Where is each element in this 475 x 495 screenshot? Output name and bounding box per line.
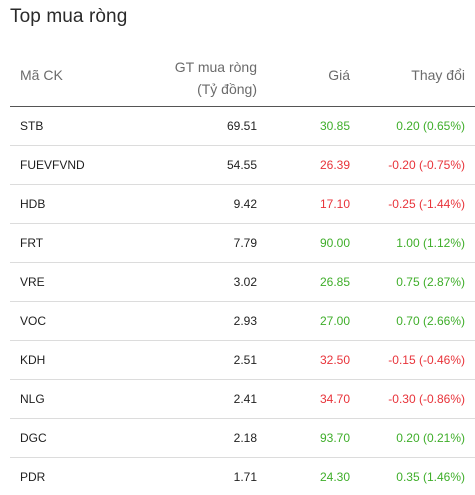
table-row[interactable]: KDH 2.51 32.50 -0.15 (-0.46%) bbox=[10, 341, 475, 380]
price-value: 32.50 bbox=[319, 353, 350, 367]
column-header-change[interactable]: Thay đổi bbox=[411, 67, 465, 83]
column-header-net-buy-value-unit: (Tỷ đồng) bbox=[197, 81, 257, 97]
price-value: 34.70 bbox=[319, 392, 350, 406]
table-row[interactable]: NLG 2.41 34.70 -0.30 (-0.86%) bbox=[10, 380, 475, 419]
price-value: 30.85 bbox=[319, 119, 350, 133]
net-buy-value: 7.79 bbox=[233, 236, 257, 250]
net-buy-value: 69.51 bbox=[226, 119, 257, 133]
price-value: 24.30 bbox=[319, 470, 350, 484]
table-row[interactable]: VRE 3.02 26.85 0.75 (2.87%) bbox=[10, 263, 475, 302]
change-value: 0.20 (0.65%) bbox=[396, 119, 465, 133]
column-header-net-buy-value[interactable]: GT mua ròng (Tỷ đồng) bbox=[175, 56, 257, 100]
column-header-price[interactable]: Giá bbox=[328, 67, 350, 83]
price-value: 27.00 bbox=[319, 314, 350, 328]
change-value: -0.30 (-0.86%) bbox=[388, 392, 465, 406]
net-buy-value: 54.55 bbox=[226, 158, 257, 172]
table-row[interactable]: PDR 1.71 24.30 0.35 (1.46%) bbox=[10, 458, 475, 495]
change-value: -0.25 (-1.44%) bbox=[388, 197, 465, 211]
change-value: 0.75 (2.87%) bbox=[396, 275, 465, 289]
stock-symbol[interactable]: PDR bbox=[20, 470, 46, 484]
stock-symbol[interactable]: FUEVFVND bbox=[20, 158, 85, 172]
net-buy-value: 2.93 bbox=[233, 314, 257, 328]
stock-symbol[interactable]: FRT bbox=[20, 236, 44, 250]
stock-symbol[interactable]: HDB bbox=[20, 197, 46, 211]
net-buy-value: 2.18 bbox=[233, 431, 257, 445]
column-header-net-buy-value-label: GT mua ròng bbox=[174, 59, 257, 75]
stock-symbol[interactable]: KDH bbox=[20, 353, 46, 367]
change-value: 0.35 (1.46%) bbox=[396, 470, 465, 484]
change-value: 1.00 (1.12%) bbox=[396, 236, 465, 250]
table-row[interactable]: STB 69.51 30.85 0.20 (0.65%) bbox=[10, 107, 475, 146]
change-value: -0.20 (-0.75%) bbox=[388, 158, 465, 172]
price-value: 26.85 bbox=[319, 275, 350, 289]
table-row[interactable]: FUEVFVND 54.55 26.39 -0.20 (-0.75%) bbox=[10, 146, 475, 185]
stock-symbol[interactable]: NLG bbox=[20, 392, 45, 406]
net-buy-value: 3.02 bbox=[233, 275, 257, 289]
net-buy-value: 2.41 bbox=[233, 392, 257, 406]
stock-symbol[interactable]: DGC bbox=[20, 431, 47, 445]
net-buy-value: 9.42 bbox=[233, 197, 257, 211]
price-value: 93.70 bbox=[319, 431, 350, 445]
price-value: 26.39 bbox=[319, 158, 350, 172]
change-value: 0.70 (2.66%) bbox=[396, 314, 465, 328]
table-body: STB 69.51 30.85 0.20 (0.65%) FUEVFVND 54.55 26… bbox=[10, 107, 475, 495]
stock-symbol[interactable]: VRE bbox=[20, 275, 45, 289]
stock-symbol[interactable]: VOC bbox=[20, 314, 47, 328]
price-value: 17.10 bbox=[319, 197, 350, 211]
change-value: -0.15 (-0.46%) bbox=[388, 353, 465, 367]
column-header-symbol[interactable]: Mã CK bbox=[20, 67, 63, 83]
table-header: Mã CK GT mua ròng (Tỷ đồng) Giá Thay đổi bbox=[10, 50, 475, 107]
table-row[interactable]: FRT 7.79 90.00 1.00 (1.12%) bbox=[10, 224, 475, 263]
net-buy-value: 1.71 bbox=[233, 470, 257, 484]
table-row[interactable]: VOC 2.93 27.00 0.70 (2.66%) bbox=[10, 302, 475, 341]
change-value: 0.20 (0.21%) bbox=[396, 431, 465, 445]
widget-title: Top mua ròng bbox=[10, 6, 128, 27]
stock-symbol[interactable]: STB bbox=[20, 119, 44, 133]
net-buy-value: 2.51 bbox=[233, 353, 257, 367]
table-row[interactable]: HDB 9.42 17.10 -0.25 (-1.44%) bbox=[10, 185, 475, 224]
table-row[interactable]: DGC 2.18 93.70 0.20 (0.21%) bbox=[10, 419, 475, 458]
price-value: 90.00 bbox=[319, 236, 350, 250]
